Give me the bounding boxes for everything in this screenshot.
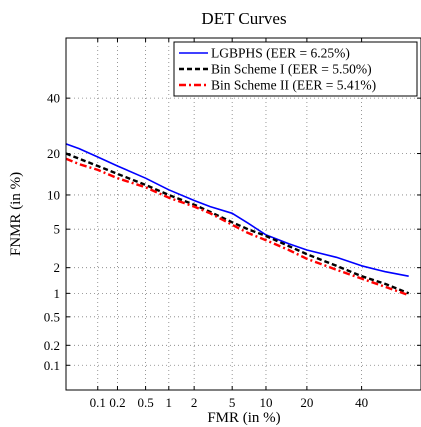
x-tick-label: 1 <box>166 395 173 410</box>
y-tick-label: 20 <box>47 146 60 161</box>
y-tick-label: 0.1 <box>44 358 60 373</box>
x-tick-label: 5 <box>229 395 236 410</box>
y-tick-label: 5 <box>54 222 61 237</box>
y-tick-label: 0.2 <box>44 338 60 353</box>
y-tick-label: 2 <box>54 260 61 275</box>
series-line-0 <box>66 143 409 277</box>
y-axis-title: FNMR (in %) <box>8 172 24 256</box>
y-tick-label: 1 <box>54 286 61 301</box>
series-line-2 <box>66 157 410 297</box>
x-axis-title: FMR (in %) <box>207 410 280 426</box>
legend-label-1: Bin Scheme I (EER = 5.50%) <box>211 62 372 77</box>
legend-box <box>173 41 418 97</box>
x-tick-label: 0.5 <box>137 395 153 410</box>
y-tick-label: 10 <box>47 187 60 202</box>
chart-title: DET Curves <box>201 9 286 28</box>
series-line-1 <box>66 152 410 295</box>
x-tick-label: 0.2 <box>109 395 125 410</box>
legend: LGBPHS (EER = 6.25%)Bin Scheme I (EER = … <box>173 41 418 97</box>
x-tick-label: 10 <box>259 395 272 410</box>
y-tick-label: 40 <box>47 91 60 106</box>
x-tick-label: 40 <box>355 395 368 410</box>
x-tick-label: 20 <box>300 395 313 410</box>
x-tick-label: 0.1 <box>90 395 106 410</box>
y-tick-label: 0.5 <box>44 309 60 324</box>
x-tick-label: 2 <box>191 395 198 410</box>
series-lines <box>66 143 410 297</box>
legend-label-0: LGBPHS (EER = 6.25%) <box>211 46 350 61</box>
plot-frame <box>65 37 421 391</box>
legend-label-2: Bin Scheme II (EER = 5.41%) <box>211 78 376 93</box>
